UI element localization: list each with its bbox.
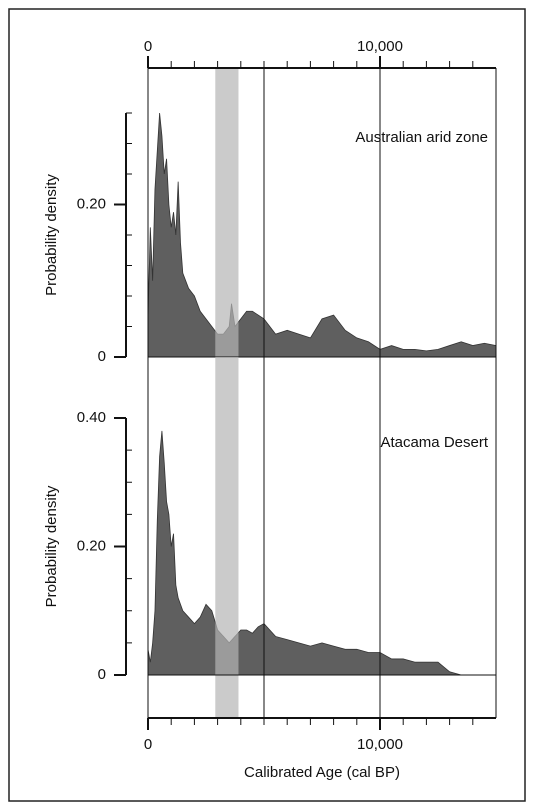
x-tick-label: 10,000 bbox=[357, 38, 403, 55]
y-tick-label: 0 bbox=[98, 666, 106, 683]
frame bbox=[8, 8, 526, 802]
y-tick-label: 0.20 bbox=[77, 195, 106, 212]
y-axis-label: Probability density bbox=[43, 174, 60, 296]
y-tick-label: 0.40 bbox=[77, 409, 106, 426]
annotation: Atacama Desert bbox=[380, 434, 488, 451]
x-tick-label: 0 bbox=[144, 736, 152, 753]
x-tick-label: 10,000 bbox=[357, 736, 403, 753]
density-area bbox=[147, 430, 496, 676]
y-axis-label: Probability density bbox=[43, 485, 60, 607]
x-tick-label: 0 bbox=[144, 38, 152, 55]
y-tick-label: 0 bbox=[98, 348, 106, 365]
highlight-band bbox=[215, 357, 239, 718]
density-area bbox=[147, 112, 497, 358]
x-axis-label: Calibrated Age (cal BP) bbox=[244, 764, 400, 781]
annotation: Australian arid zone bbox=[355, 129, 488, 146]
highlight-band bbox=[215, 68, 239, 357]
y-tick-label: 0.20 bbox=[77, 537, 106, 554]
